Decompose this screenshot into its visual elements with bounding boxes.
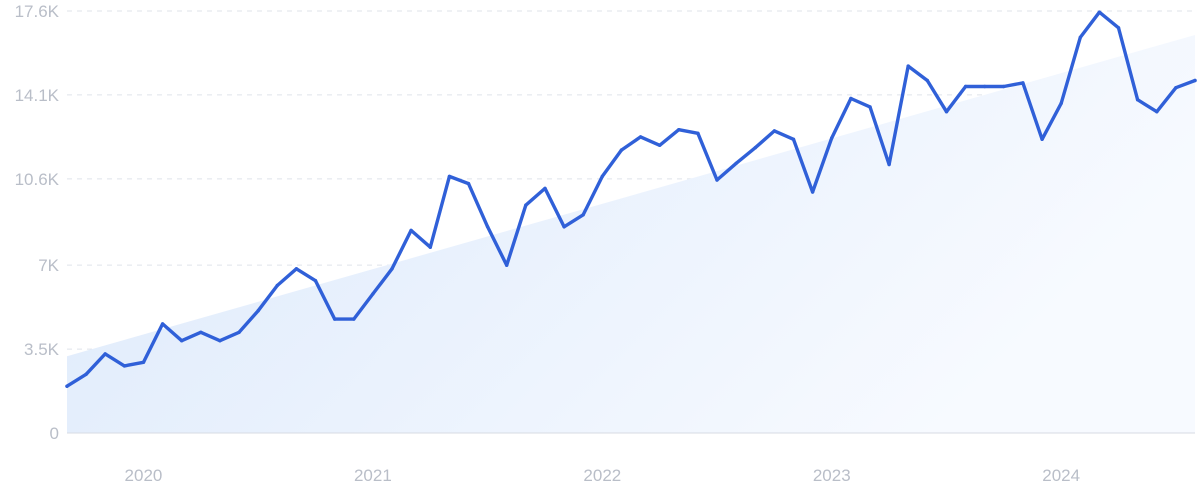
data-point xyxy=(160,322,165,326)
data-point xyxy=(619,148,624,152)
x-tick-label: 2022 xyxy=(583,466,621,485)
data-point xyxy=(294,267,299,271)
data-point xyxy=(122,364,127,368)
data-point xyxy=(562,225,566,229)
data-point xyxy=(447,174,452,179)
x-axis-tick-labels: 2020 2021 2022 2023 2024 xyxy=(125,466,1081,485)
data-point xyxy=(1155,110,1159,114)
data-point xyxy=(1097,10,1102,14)
data-point xyxy=(218,339,222,343)
y-tick-label: 0 xyxy=(50,424,59,443)
data-point xyxy=(581,213,585,217)
x-tick-label: 2023 xyxy=(813,466,851,485)
data-point xyxy=(275,283,279,288)
data-point xyxy=(466,181,471,186)
data-point xyxy=(715,178,719,182)
data-point xyxy=(906,64,910,68)
data-point xyxy=(543,186,547,191)
data-point xyxy=(600,174,604,179)
data-point xyxy=(333,317,337,321)
data-point xyxy=(1116,26,1121,30)
series-line xyxy=(65,10,1197,388)
data-point xyxy=(390,267,394,271)
y-tick-label: 3.5K xyxy=(24,340,60,359)
data-point xyxy=(1040,137,1044,141)
data-point xyxy=(810,190,815,194)
data-point xyxy=(963,84,968,89)
data-point xyxy=(696,131,700,135)
data-point xyxy=(180,339,184,343)
y-tick-label: 7K xyxy=(38,256,59,275)
data-point xyxy=(65,384,69,388)
x-tick-label: 2020 xyxy=(125,466,163,485)
data-point xyxy=(237,330,241,334)
data-point xyxy=(791,137,796,141)
data-point xyxy=(887,162,891,167)
data-point xyxy=(830,136,834,140)
data-point xyxy=(103,352,107,356)
data-point xyxy=(734,161,738,165)
data-point xyxy=(772,129,777,133)
data-point xyxy=(925,78,929,83)
data-point xyxy=(485,225,490,229)
data-point xyxy=(1059,101,1063,106)
data-point xyxy=(84,372,88,376)
data-point xyxy=(753,146,757,150)
x-tick-label: 2024 xyxy=(1042,466,1080,485)
data-point xyxy=(868,105,872,109)
data-point xyxy=(371,292,375,296)
y-tick-label: 10.6K xyxy=(15,170,60,189)
data-point xyxy=(658,143,662,147)
data-point xyxy=(849,96,853,101)
data-point xyxy=(256,309,260,313)
data-point xyxy=(313,279,318,283)
data-point xyxy=(199,330,203,334)
data-point xyxy=(944,110,949,114)
data-point xyxy=(983,84,987,89)
data-point xyxy=(505,263,509,267)
data-point xyxy=(1174,86,1178,90)
data-point xyxy=(638,135,643,139)
y-axis-tick-labels: 0 3.5K 7K 10.6K 14.1K 17.6K xyxy=(15,2,60,443)
data-point xyxy=(1021,81,1025,85)
data-point xyxy=(1135,98,1140,102)
data-point xyxy=(409,228,413,233)
series-points xyxy=(65,10,1197,388)
data-point xyxy=(1002,84,1006,89)
data-point xyxy=(428,245,432,249)
data-point xyxy=(1078,35,1083,40)
data-point xyxy=(524,203,528,207)
data-point xyxy=(352,317,356,321)
data-point xyxy=(141,360,146,364)
data-point xyxy=(1193,78,1197,83)
data-point xyxy=(677,128,681,132)
x-tick-label: 2021 xyxy=(354,466,392,485)
trend-area xyxy=(67,34,1195,434)
y-tick-label: 17.6K xyxy=(15,2,60,21)
y-tick-label: 14.1K xyxy=(15,86,60,105)
